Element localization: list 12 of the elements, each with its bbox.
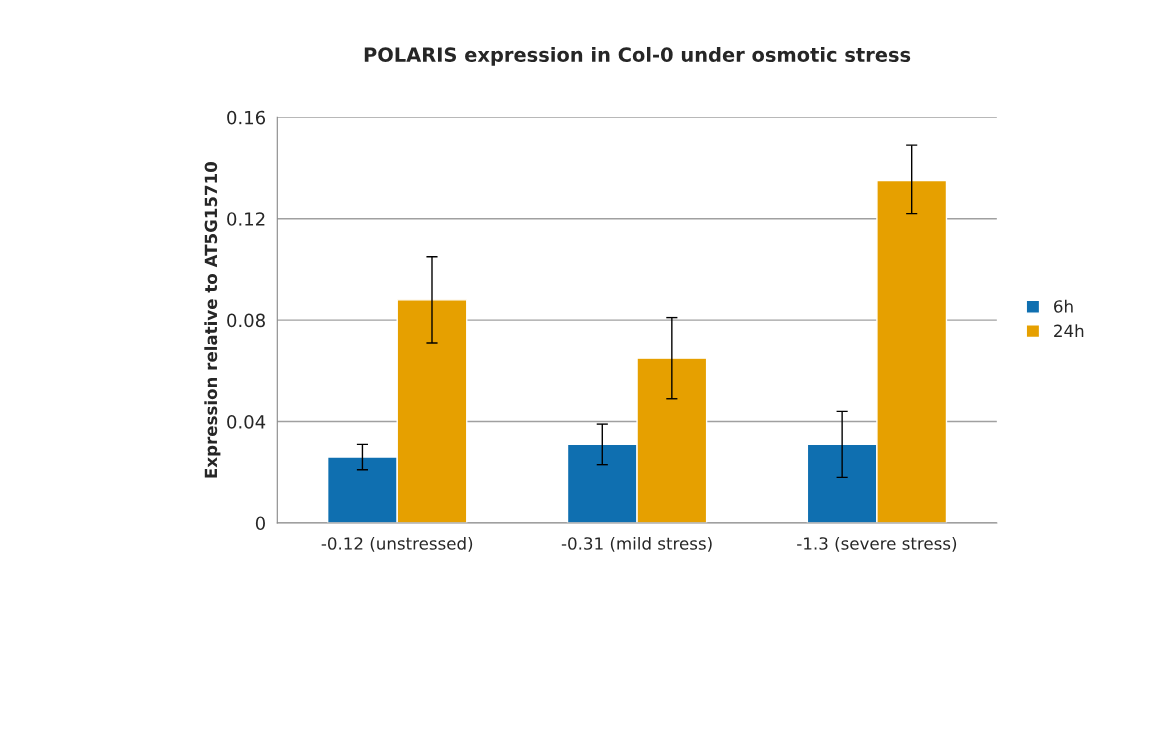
legend-label: 24h: [1054, 324, 1084, 337]
y-tick-label: 0.04: [227, 415, 266, 429]
y-axis-title: Expression relative to AT5G15710: [204, 162, 221, 478]
y-tick-label: 0.08: [227, 313, 265, 328]
x-tick-label: -1.3 (severe stress): [797, 536, 957, 552]
legend-label: 6h: [1054, 299, 1073, 313]
y-tick-label: 0.16: [227, 110, 266, 125]
chart-title: POLARIS expression in Col-0 under osmotic stress: [364, 46, 911, 66]
x-tick-label: -0.31 (mild stress): [561, 536, 712, 552]
x-tick-label: -0.12 (unstressed): [321, 536, 473, 552]
y-tick-label: 0: [255, 516, 265, 531]
y-tick-label: 0.12: [227, 212, 265, 226]
